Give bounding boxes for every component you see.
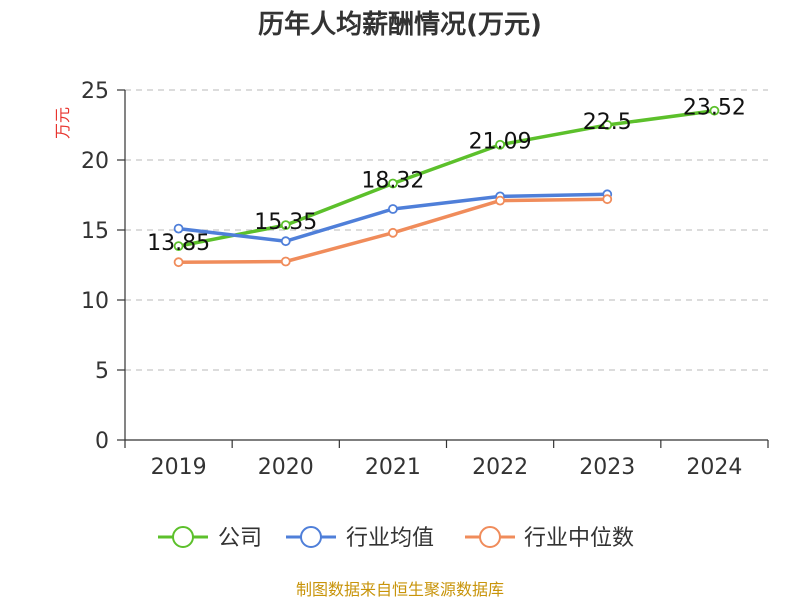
data-point [280, 236, 291, 247]
data-point [709, 105, 720, 116]
x-tick-label: 2021 [365, 455, 421, 480]
data-label: 23.52 [683, 96, 746, 121]
data-point [388, 204, 398, 214]
data-point [602, 194, 613, 205]
y-tick-label: 0 [95, 429, 109, 454]
series-line [176, 108, 717, 248]
legend-marker [300, 526, 322, 548]
data-point [173, 223, 184, 234]
y-axis-label: 万元 [53, 107, 72, 139]
x-tick-label: 2019 [151, 455, 207, 480]
y-tick-label: 20 [81, 149, 109, 174]
source-footer: 制图数据来自恒生聚源数据库 [295, 580, 504, 599]
chart-title: 历年人均薪酬情况(万元) [258, 9, 542, 40]
legend-label: 行业均值 [346, 526, 434, 551]
axes: 0 5 10 15 20 25 2019 2020 2021 2022 2023 2024 [81, 79, 769, 480]
y-tick-label: 5 [95, 359, 109, 384]
grid-lines [125, 89, 768, 371]
data-label: 21.09 [469, 130, 532, 155]
data-point [495, 195, 505, 206]
data-label: 15.35 [254, 210, 317, 235]
data-label: 22.5 [583, 110, 632, 135]
data-point [280, 220, 291, 231]
y-tick-label: 10 [81, 289, 109, 314]
data-point [280, 256, 291, 267]
legend-marker [172, 526, 194, 548]
legend-marker [479, 526, 501, 548]
x-tick-label: 2023 [579, 455, 635, 480]
y-tick-label: 25 [81, 79, 109, 104]
data-point [173, 241, 184, 252]
series-group [173, 105, 720, 268]
legend-label: 行业中位数 [524, 526, 634, 551]
data-label: 18.32 [361, 169, 424, 194]
legend: 公司 行业均值 行业中位数 [158, 526, 634, 551]
y-tick-label: 15 [81, 219, 109, 244]
data-point [173, 257, 184, 268]
data-point [388, 178, 398, 189]
data-point [388, 227, 398, 238]
x-tick-label: 2020 [258, 455, 314, 480]
legend-label: 公司 [218, 526, 262, 551]
data-point [602, 120, 613, 130]
data-labels: 13.85 15.35 18.32 21.09 22.5 23.52 [147, 96, 746, 256]
x-tick-label: 2022 [472, 455, 528, 480]
data-point [495, 139, 505, 150]
data-label: 13.85 [147, 231, 210, 256]
x-tick-label: 2024 [686, 455, 742, 480]
